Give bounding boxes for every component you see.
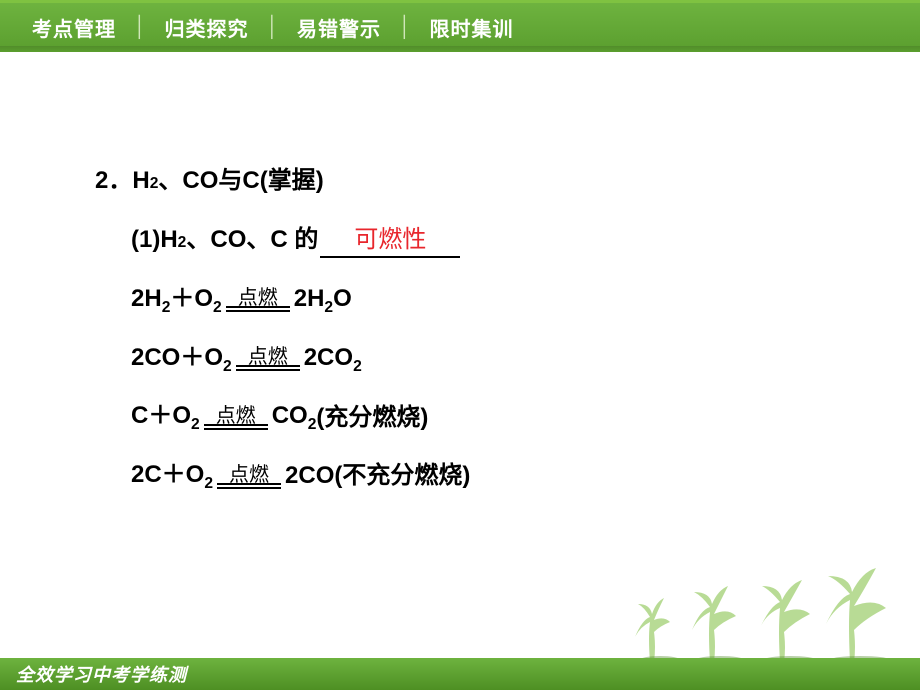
equation-row: 2H2＋O2 点燃 2H2O <box>95 280 835 321</box>
reaction-arrow: 点燃 <box>226 288 290 312</box>
eq-rhs: CO2 <box>272 397 317 438</box>
equation-row: 2CO＋O2 点燃 2CO2 <box>95 339 835 380</box>
eq-lhs: 2H2＋O2 <box>131 280 222 321</box>
heading-text-pre: H <box>132 167 149 195</box>
plants-decoration-icon <box>620 552 920 662</box>
equation-row: C＋O2 点燃 CO2 (充分燃烧) <box>95 397 835 438</box>
tab-divider: │ <box>389 16 422 39</box>
arrow-condition: 点燃 <box>229 465 269 485</box>
section-heading: 2． H2、CO与C(掌握) <box>95 160 835 195</box>
line1-sub: 2 <box>178 234 187 252</box>
reaction-arrow: 点燃 <box>217 465 281 489</box>
eq-note: (不充分燃烧) <box>334 457 470 495</box>
property-line: (1)H2、CO、C 的 可燃性 <box>95 219 835 258</box>
header-nav: 考点管理 │ 归类探究 │ 易错警示 │ 限时集训 <box>0 0 920 52</box>
arrow-condition: 点燃 <box>248 347 288 367</box>
tab-exam-points[interactable]: 考点管理 <box>24 13 124 42</box>
tab-divider: │ <box>257 16 290 39</box>
fill-blank-answer: 可燃性 <box>320 219 460 258</box>
eq-rhs: 2H2O <box>294 280 352 321</box>
eq-rhs: 2CO <box>285 457 334 495</box>
tab-category[interactable]: 归类探究 <box>157 13 257 42</box>
eq-lhs: C＋O2 <box>131 397 200 438</box>
footer-text: 全效学习中考学练测 <box>16 661 187 687</box>
main-content: 2． H2、CO与C(掌握) (1)H2、CO、C 的 可燃性 2H2＋O2 点… <box>95 160 835 515</box>
line1-mid: 、CO、C 的 <box>186 219 318 254</box>
eq-lhs: 2C＋O2 <box>131 456 213 497</box>
tab-errors[interactable]: 易错警示 <box>289 13 389 42</box>
arrow-line-icon <box>217 483 281 489</box>
arrow-condition: 点燃 <box>216 406 256 426</box>
heading-text-mid: 、CO与C(掌握) <box>158 160 323 195</box>
arrow-condition: 点燃 <box>238 288 278 308</box>
tab-divider: │ <box>124 16 157 39</box>
arrow-line-icon <box>226 306 290 312</box>
reaction-arrow: 点燃 <box>204 406 268 430</box>
eq-rhs: 2CO2 <box>304 339 362 380</box>
heading-number: 2． <box>95 160 132 195</box>
arrow-line-icon <box>204 424 268 430</box>
footer-bar: 全效学习中考学练测 <box>0 658 920 690</box>
tab-timed[interactable]: 限时集训 <box>422 13 522 42</box>
arrow-line-icon <box>236 365 300 371</box>
line1-pre: (1)H <box>131 226 178 254</box>
reaction-arrow: 点燃 <box>236 347 300 371</box>
heading-sub: 2 <box>150 175 159 193</box>
equation-row: 2C＋O2 点燃 2CO (不充分燃烧) <box>95 456 835 497</box>
eq-lhs: 2CO＋O2 <box>131 339 232 380</box>
eq-note: (充分燃烧) <box>316 399 428 437</box>
